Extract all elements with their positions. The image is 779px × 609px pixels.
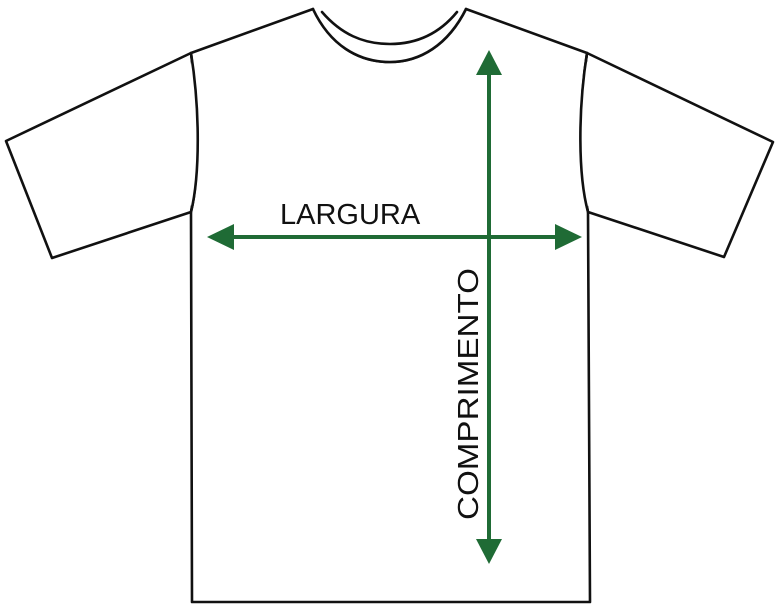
width-arrow-right-head: [555, 224, 582, 250]
right-sleeve-seam: [579, 51, 590, 214]
length-label: COMPRIMENTO: [453, 268, 485, 520]
length-arrow-bottom-head: [476, 539, 502, 564]
collar-inner: [320, 10, 459, 46]
left-sleeve: [4, 51, 199, 260]
width-arrow: [207, 224, 582, 250]
width-label: LARGURA: [280, 199, 421, 231]
left-sleeve-seam: [189, 51, 200, 214]
width-arrow-left-head: [207, 224, 234, 250]
length-arrow: [476, 50, 502, 564]
length-arrow-top-head: [476, 50, 502, 75]
right-sleeve: [579, 51, 775, 259]
shirt-body: [189, 7, 592, 604]
